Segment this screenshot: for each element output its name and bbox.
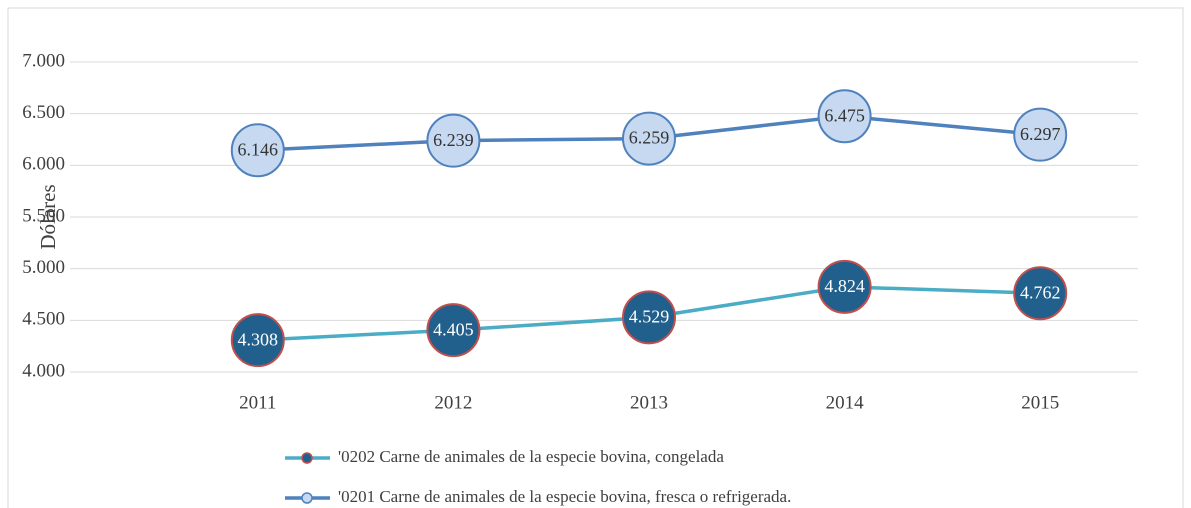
y-tick-label: 4.500 (22, 309, 65, 330)
x-tick-label: 2011 (239, 392, 276, 413)
y-tick-label: 4.000 (22, 360, 65, 381)
data-label: 4.405 (433, 319, 474, 339)
marker (622, 111, 676, 166)
x-tick-label: 2012 (434, 392, 472, 413)
data-label: 6.297 (1020, 124, 1061, 144)
data-label: 4.824 (824, 276, 865, 296)
y-tick-label: 7.000 (22, 50, 65, 71)
data-label: 4.529 (629, 306, 670, 326)
marker (426, 113, 481, 168)
data-label: 4.308 (238, 329, 279, 349)
data-label: 6.475 (824, 105, 865, 125)
x-tick-label: 2015 (1021, 392, 1059, 413)
y-tick-label: 5.000 (22, 257, 65, 278)
legend-marker (301, 452, 313, 464)
y-tick-label: 5.500 (22, 205, 65, 226)
legend-marker (301, 492, 313, 504)
marker (622, 290, 676, 345)
marker (1013, 107, 1068, 162)
data-label: 6.239 (433, 130, 474, 150)
marker (426, 303, 481, 358)
data-label: 6.146 (238, 139, 279, 159)
x-tick-label: 2014 (826, 392, 865, 413)
legend-label: '0201 Carne de animales de la especie bo… (338, 487, 791, 506)
y-tick-label: 6.000 (22, 154, 65, 175)
data-label: 4.762 (1020, 282, 1061, 302)
x-tick-label: 2013 (630, 392, 668, 413)
marker (817, 89, 872, 144)
marker (230, 313, 285, 368)
data-label: 6.259 (629, 128, 670, 148)
marker (230, 123, 285, 178)
marker (817, 259, 872, 314)
y-axis-label: Dólares (36, 184, 60, 249)
y-tick-label: 6.500 (22, 102, 65, 123)
chart-border (7, 7, 1184, 508)
legend-label: '0202 Carne de animales de la especie bo… (338, 447, 724, 466)
marker (1013, 266, 1068, 321)
